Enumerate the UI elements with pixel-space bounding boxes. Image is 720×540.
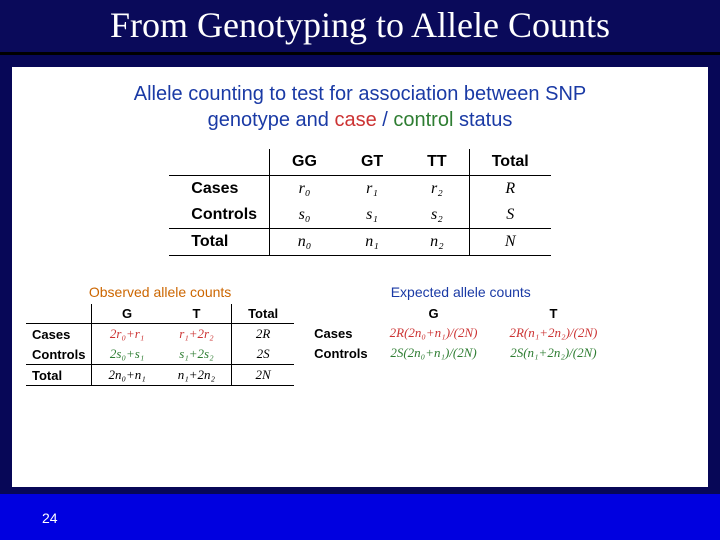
obs-r1c1: s₁+2s₂ bbox=[162, 344, 232, 365]
obs-r2c2: 2N bbox=[232, 365, 295, 386]
obs-col-1: T bbox=[162, 304, 232, 324]
page-number: 24 bbox=[42, 510, 58, 526]
geno-r1c1: s₁ bbox=[339, 202, 405, 229]
obs-r0-hdr: Cases bbox=[26, 324, 92, 345]
geno-r2c2: n₂ bbox=[405, 229, 469, 256]
geno-r1c2: s₂ bbox=[405, 202, 469, 229]
obs-col-0: G bbox=[92, 304, 162, 324]
obs-r0c0: 2r₀+r₁ bbox=[92, 324, 162, 345]
obs-r2c0: 2n₀+n₁ bbox=[92, 365, 162, 386]
obs-r2-hdr: Total bbox=[26, 365, 92, 386]
exp-r0c1: 2R(n₁+2n₂)/(2N) bbox=[493, 323, 613, 343]
obs-r1c0: 2s₀+s₁ bbox=[92, 344, 162, 365]
observed-title: Observed allele counts bbox=[26, 284, 294, 300]
geno-col-3: Total bbox=[469, 149, 551, 176]
geno-col-2: TT bbox=[405, 149, 469, 176]
obs-r0c1: r₁+2r₂ bbox=[162, 324, 232, 345]
geno-col-0: GG bbox=[270, 149, 339, 176]
subtitle-line1: Allele counting to test for association … bbox=[134, 83, 586, 105]
subtitle-case: case bbox=[334, 109, 376, 131]
exp-col-0: G bbox=[374, 304, 494, 323]
expected-wrap: Expected allele counts G T Cases 2R(2n₀+… bbox=[308, 284, 613, 363]
geno-col-1: GT bbox=[339, 149, 405, 176]
observed-table: G T Total Cases 2r₀+r₁ r₁+2r₂ 2R Control… bbox=[26, 304, 294, 386]
obs-r1-hdr: Controls bbox=[26, 344, 92, 365]
geno-r2c0: n₀ bbox=[270, 229, 339, 256]
geno-r0c3: R bbox=[469, 176, 551, 203]
geno-row0-hdr: Cases bbox=[169, 176, 269, 203]
obs-col-2: Total bbox=[232, 304, 295, 324]
slide-title: From Genotyping to Allele Counts bbox=[0, 4, 720, 46]
obs-r2c1: n₁+2n₂ bbox=[162, 365, 232, 386]
content-area: Allele counting to test for association … bbox=[12, 67, 708, 487]
title-band: From Genotyping to Allele Counts bbox=[0, 0, 720, 55]
expected-table: G T Cases 2R(2n₀+n₁)/(2N) 2R(n₁+2n₂)/(2N… bbox=[308, 304, 613, 363]
genotype-table: GG GT TT Total Cases r₀ r₁ r₂ R Controls… bbox=[169, 149, 550, 256]
exp-r0-hdr: Cases bbox=[308, 323, 373, 343]
expected-title: Expected allele counts bbox=[308, 284, 613, 300]
exp-r1c1: 2S(n₁+2n₂)/(2N) bbox=[493, 343, 613, 363]
geno-r1c0: s₀ bbox=[270, 202, 339, 229]
exp-r1c0: 2S(2n₀+n₁)/(2N) bbox=[374, 343, 494, 363]
subtitle-line2a: genotype and bbox=[208, 109, 335, 131]
subtitle: Allele counting to test for association … bbox=[26, 81, 694, 133]
footer-band: 24 bbox=[0, 494, 720, 540]
subtitle-control: control bbox=[393, 109, 453, 131]
obs-r0c2: 2R bbox=[232, 324, 295, 345]
geno-r0c2: r₂ bbox=[405, 176, 469, 203]
observed-wrap: Observed allele counts G T Total Cases 2… bbox=[26, 284, 294, 386]
geno-r2c3: N bbox=[469, 229, 551, 256]
geno-r0c0: r₀ bbox=[270, 176, 339, 203]
geno-r2c1: n₁ bbox=[339, 229, 405, 256]
exp-r0c0: 2R(2n₀+n₁)/(2N) bbox=[374, 323, 494, 343]
bottom-tables-row: Observed allele counts G T Total Cases 2… bbox=[26, 284, 694, 386]
subtitle-slash: / bbox=[377, 109, 394, 131]
geno-r1c3: S bbox=[469, 202, 551, 229]
geno-r0c1: r₁ bbox=[339, 176, 405, 203]
subtitle-status: status bbox=[453, 109, 512, 131]
geno-row2-hdr: Total bbox=[169, 229, 269, 256]
obs-r1c2: 2S bbox=[232, 344, 295, 365]
slide: From Genotyping to Allele Counts Allele … bbox=[0, 0, 720, 540]
exp-col-1: T bbox=[493, 304, 613, 323]
geno-row1-hdr: Controls bbox=[169, 202, 269, 229]
exp-r1-hdr: Controls bbox=[308, 343, 373, 363]
